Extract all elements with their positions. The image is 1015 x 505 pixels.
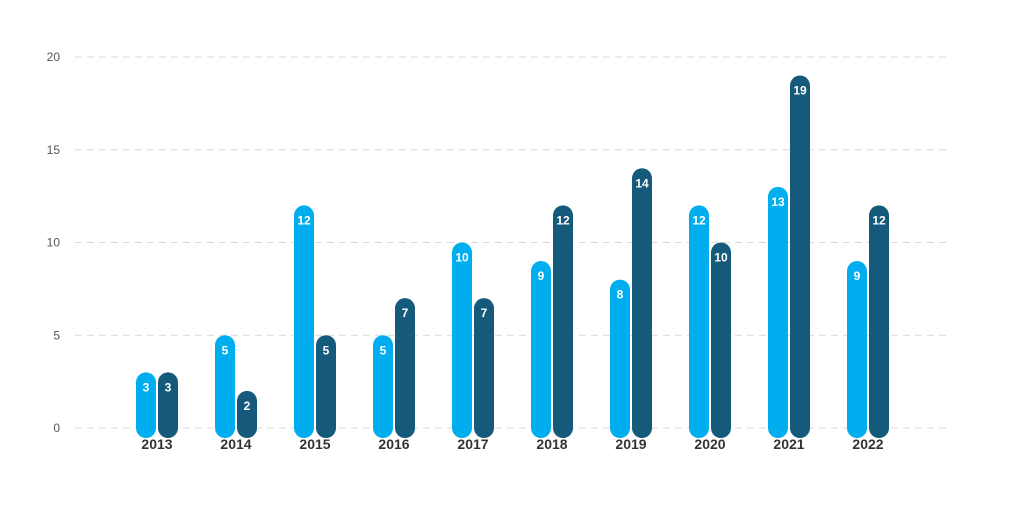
bars: 3 3 5 2 12 5 5 7 10 7 9 12 8 14 12 10 13 19 9 12	[136, 75, 889, 439]
bar-series-1-2017	[452, 242, 472, 438]
data-label-series-2-2016: 7	[402, 306, 409, 320]
bar-series-2-2014	[237, 390, 257, 438]
bar-series-1-2013	[136, 372, 156, 438]
data-label-series-1-2016: 5	[380, 343, 387, 357]
bar-series-2-2015	[316, 335, 336, 438]
bar-series-1-2016	[373, 335, 393, 438]
x-tick-label: 2021	[773, 436, 804, 452]
data-label-series-2-2018: 12	[556, 213, 570, 227]
data-label-series-2-2020: 10	[714, 251, 728, 265]
y-tick-label: 10	[47, 236, 61, 250]
data-label-series-2-2014: 2	[244, 399, 251, 413]
bar-series-1-2022	[847, 261, 867, 438]
data-label-series-1-2015: 12	[297, 213, 311, 227]
bar-series-2-2018	[553, 205, 573, 438]
bar-series-2-2020	[711, 242, 731, 438]
x-tick-label: 2013	[141, 436, 172, 452]
bar-series-1-2020	[689, 205, 709, 438]
data-label-series-1-2020: 12	[692, 213, 706, 227]
x-tick-label: 2015	[299, 436, 330, 452]
data-label-series-1-2017: 10	[455, 251, 469, 265]
data-label-series-1-2018: 9	[538, 269, 545, 283]
bar-series-1-2018	[531, 261, 551, 438]
y-tick-label: 15	[47, 143, 61, 157]
bar-series-2-2013	[158, 372, 179, 438]
y-tick-label: 5	[53, 328, 60, 342]
data-label-series-2-2017: 7	[481, 306, 488, 320]
bar-series-1-2021	[768, 186, 788, 438]
data-label-series-1-2021: 13	[771, 195, 785, 209]
y-tick-label: 0	[53, 421, 60, 435]
x-axis-ticks: 2013 2014 2015 2016 2017 2018 2019 2020 2021 2022	[141, 436, 883, 452]
bar-series-2-2021	[790, 75, 810, 439]
x-tick-label: 2017	[457, 436, 488, 452]
data-label-series-2-2021: 19	[793, 84, 807, 98]
bar-series-1-2019	[610, 279, 630, 438]
bar-series-2-2017	[474, 298, 494, 438]
data-label-series-2-2022: 12	[872, 213, 886, 227]
bar-series-2-2022	[869, 205, 889, 438]
data-label-series-1-2019: 8	[617, 288, 624, 302]
bar-series-2-2019	[632, 168, 652, 439]
y-axis-ticks: 0 5 10 15 20	[47, 50, 61, 435]
x-tick-label: 2018	[536, 436, 567, 452]
gridlines	[75, 56, 950, 429]
x-tick-label: 2019	[615, 436, 646, 452]
y-tick-label: 20	[47, 50, 61, 64]
data-label-series-2-2019: 14	[635, 176, 649, 190]
x-tick-label: 2016	[378, 436, 409, 452]
data-label-series-2-2015: 5	[323, 343, 330, 357]
bar-series-1-2015	[294, 205, 314, 438]
x-tick-label: 2020	[694, 436, 725, 452]
x-tick-label: 2022	[852, 436, 883, 452]
x-tick-label: 2014	[220, 436, 251, 452]
data-label-series-1-2022: 9	[854, 269, 861, 283]
data-label-series-1-2014: 5	[222, 343, 229, 357]
data-label-series-1-2013: 3	[143, 380, 150, 394]
data-label-series-2-2013: 3	[165, 380, 172, 394]
bar-series-2-2016	[395, 298, 415, 438]
bar-series-1-2014	[215, 335, 235, 438]
